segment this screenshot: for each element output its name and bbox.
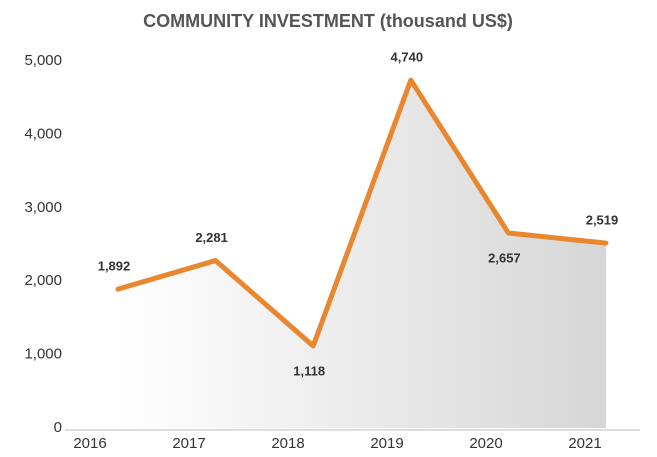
y-tick-label: 3,000 xyxy=(24,199,62,216)
x-tick-label: 2018 xyxy=(271,435,304,452)
x-tick-label: 2020 xyxy=(469,435,502,452)
y-tick-label: 2,000 xyxy=(24,272,62,289)
x-tick-label: 2021 xyxy=(568,435,601,452)
line xyxy=(115,77,609,349)
y-tick-label: 0 xyxy=(54,419,62,436)
y-tick-label: 4,000 xyxy=(24,125,62,142)
value-label: 2,519 xyxy=(586,213,619,228)
chart-title: COMMUNITY INVESTMENT (thousand US$) xyxy=(143,11,513,31)
area xyxy=(118,80,606,429)
value-label: 1,118 xyxy=(293,363,325,378)
value-label: 1,892 xyxy=(98,259,131,274)
x-tick-label: 2017 xyxy=(172,435,205,452)
value-label: 4,740 xyxy=(391,50,424,65)
y-tick-label: 1,000 xyxy=(24,346,62,363)
value-label: 2,281 xyxy=(195,230,228,245)
x-tick-label: 2019 xyxy=(370,435,403,452)
value-label: 2,657 xyxy=(488,250,521,265)
y-tick-label: 5,000 xyxy=(24,52,62,69)
x-tick-label: 2016 xyxy=(73,435,106,452)
